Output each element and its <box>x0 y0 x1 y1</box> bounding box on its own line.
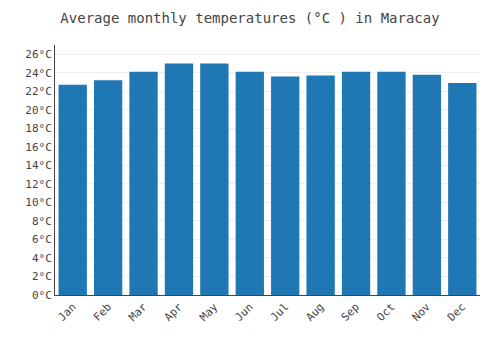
svg-text:Average monthly temperatures (: Average monthly temperatures (°C ) in Ma… <box>60 10 439 26</box>
svg-text:Aug: Aug <box>303 301 326 324</box>
svg-text:Nov: Nov <box>410 300 434 324</box>
svg-text:Jul: Jul <box>268 301 291 324</box>
svg-text:Oct: Oct <box>374 301 397 324</box>
svg-text:26°C: 26°C <box>25 48 52 61</box>
svg-text:16°C: 16°C <box>25 141 52 154</box>
svg-text:Jun: Jun <box>233 301 256 324</box>
svg-text:6°C: 6°C <box>32 233 52 246</box>
svg-text:22°C: 22°C <box>25 85 52 98</box>
svg-text:May: May <box>197 300 221 324</box>
svg-text:12°C: 12°C <box>25 178 52 191</box>
svg-text:24°C: 24°C <box>25 67 52 80</box>
svg-text:0°C: 0°C <box>32 289 52 302</box>
svg-text:Dec: Dec <box>445 301 468 324</box>
svg-text:Mar: Mar <box>126 300 150 324</box>
svg-text:10°C: 10°C <box>25 196 52 209</box>
svg-text:2°C: 2°C <box>32 270 52 283</box>
svg-text:Feb: Feb <box>91 301 114 324</box>
svg-text:4°C: 4°C <box>32 252 52 265</box>
svg-text:14°C: 14°C <box>25 159 52 172</box>
svg-text:18°C: 18°C <box>25 122 52 135</box>
svg-text:Apr: Apr <box>162 300 186 324</box>
svg-text:20°C: 20°C <box>25 104 52 117</box>
svg-text:Jan: Jan <box>55 301 78 324</box>
svg-text:Sep: Sep <box>339 301 362 324</box>
svg-text:8°C: 8°C <box>32 215 52 228</box>
